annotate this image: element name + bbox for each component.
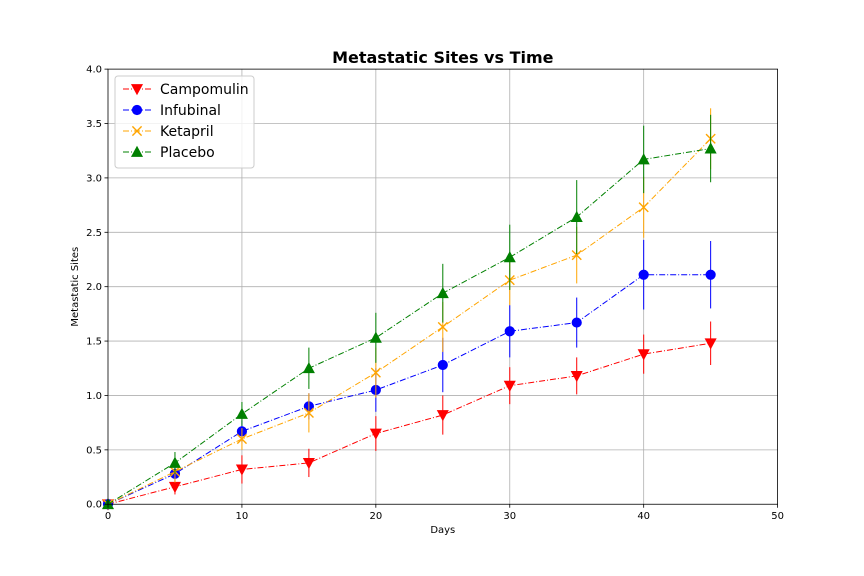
ketapril-point xyxy=(437,321,448,333)
ketapril-point xyxy=(303,407,314,418)
campomulin-line xyxy=(107,342,711,505)
infubinal-line xyxy=(107,274,711,505)
y-tick-label: 0.5 xyxy=(86,445,102,456)
y-axis-label: Metastatic Sites xyxy=(70,247,81,327)
ketapril-point xyxy=(236,433,248,445)
campomulin-point xyxy=(302,457,315,470)
legend-item-placebo: Placebo xyxy=(123,145,215,161)
x-axis-label: Days xyxy=(430,525,455,536)
placebo-point xyxy=(302,362,315,374)
legend-label-placebo: Placebo xyxy=(160,145,215,161)
x-tick-label: 30 xyxy=(503,511,516,522)
series-layer xyxy=(101,108,717,511)
y-tick-label: 1.5 xyxy=(86,337,102,348)
legend-marker-ketapril xyxy=(131,125,143,137)
x-tick-label: 40 xyxy=(637,511,650,522)
placebo-point xyxy=(436,286,449,299)
infubinal-point xyxy=(638,269,649,280)
campomulin-point xyxy=(503,380,516,392)
campomulin-point xyxy=(704,338,717,350)
y-tick-label: 4.0 xyxy=(86,65,102,76)
x-tick-label: 0 xyxy=(105,511,111,522)
chart-title: Metastatic Sites vs Time xyxy=(332,48,554,67)
ketapril-line xyxy=(107,138,711,505)
y-tick-label: 3.0 xyxy=(86,173,102,184)
y-tick-label: 0.0 xyxy=(86,500,102,511)
y-tick-label: 2.5 xyxy=(86,228,102,239)
campomulin-point xyxy=(637,349,650,361)
ketapril-point xyxy=(370,367,381,378)
placebo-point xyxy=(570,210,583,222)
campomulin-point xyxy=(369,428,382,440)
x-tick-label: 20 xyxy=(369,511,382,522)
legend-label-ketapril: Ketapril xyxy=(160,124,214,140)
campomulin-point xyxy=(436,410,449,422)
legend-item-ketapril: Ketapril xyxy=(123,124,214,140)
campomulin-point xyxy=(570,370,583,383)
ketapril-point xyxy=(571,250,582,261)
axis-ticks: 0 10 20 30 40 50 0.0 0.5 1.0 1.5 2.0 2.5 3.0 3.5 4.0 xyxy=(86,65,784,523)
campomulin-point xyxy=(235,464,248,476)
legend-marker-campomulin xyxy=(130,84,144,96)
y-tick-label: 2.0 xyxy=(86,282,102,293)
infubinal-point xyxy=(504,326,515,337)
series-campomulin xyxy=(101,321,717,511)
legend-label-campomulin: Campomulin xyxy=(160,82,249,98)
legend-box xyxy=(114,75,255,169)
legend: Campomulin Infubinal Ketapril Placebo xyxy=(114,75,255,169)
legend-item-infubinal: Infubinal xyxy=(123,103,221,119)
placebo-point xyxy=(168,456,181,468)
placebo-point xyxy=(369,331,382,343)
y-tick-label: 3.5 xyxy=(86,119,102,130)
infubinal-point xyxy=(437,359,448,371)
placebo-point xyxy=(637,153,650,165)
legend-item-campomulin: Campomulin xyxy=(123,82,249,98)
placebo-point xyxy=(503,251,516,263)
placebo-point xyxy=(704,142,717,154)
y-tick-label: 1.0 xyxy=(86,391,102,402)
placebo-point xyxy=(235,407,248,419)
infubinal-point xyxy=(705,269,716,280)
legend-label-infubinal: Infubinal xyxy=(160,103,221,119)
legend-marker-placebo xyxy=(130,145,144,157)
x-tick-label: 50 xyxy=(771,511,784,522)
placebo-line xyxy=(107,148,711,505)
ketapril-point xyxy=(638,202,649,213)
series-placebo xyxy=(101,114,717,510)
legend-marker-infubinal xyxy=(131,104,143,116)
infubinal-point xyxy=(571,317,582,328)
x-tick-label: 10 xyxy=(236,511,249,522)
